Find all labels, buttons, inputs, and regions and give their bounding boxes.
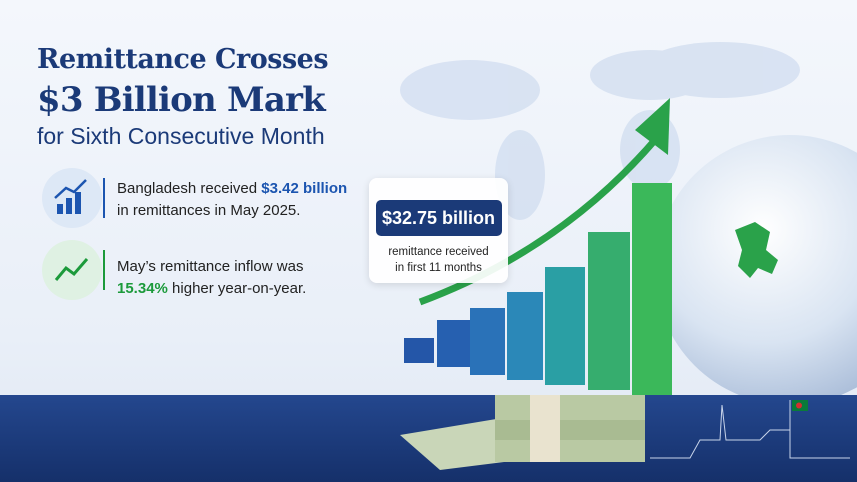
growth-icon [54,258,89,281]
chart-icon-line [54,179,87,199]
arrow-head [635,98,670,155]
icon-bg [42,240,102,300]
bar-graphic [404,183,672,395]
fact: May’s remittance inflow was 15.34% highe… [117,256,306,300]
fact-highlight: $3.42 billion [261,180,348,197]
title-line: Remittance Crosses [37,44,329,75]
skyline [650,400,850,459]
flag-circle [796,402,802,409]
world-map [400,42,800,220]
fact-text: May’s remittance inflow was [117,258,304,275]
chart-icon [57,192,81,214]
caption-line: in first 11 months [395,262,482,274]
caption-line: remittance received [388,246,489,258]
trend-arrow [418,137,658,306]
fact-text: in remittances in May 2025. [117,202,301,219]
callout: $32.75 billion remittance received in fi… [369,178,508,283]
fact: Bangladesh received $3.42 billion in rem… [117,178,347,222]
subtitle: for Sixth Consecutive Month [37,123,325,149]
fact-text: higher year-on-year. [172,280,307,297]
callout-caption: remittance received in first 11 months [369,244,508,276]
callout-amount: $32.75 billion [375,200,502,236]
title-line: $3 Billion Mark [37,80,326,120]
fact-text: Bangladesh received [117,180,258,197]
fact-highlight: 15.34% [117,280,168,297]
bangladesh-map [735,222,778,278]
money-stack [400,395,645,470]
